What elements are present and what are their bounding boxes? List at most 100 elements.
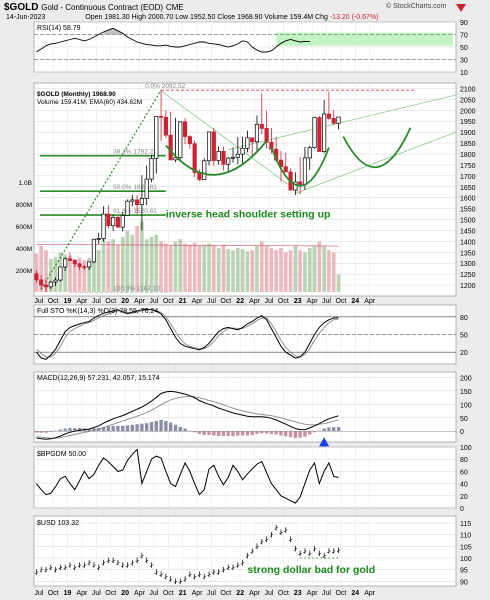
macd-histogram-bar — [336, 427, 341, 432]
macd-histogram-bar — [106, 426, 111, 432]
volume-bar — [48, 259, 53, 292]
volume-bar — [68, 255, 72, 292]
candle-body — [125, 200, 130, 216]
undefined-tick-label: 150 — [460, 389, 472, 396]
sto-panel-tick-label: 50 — [460, 333, 468, 340]
low-value: 1952.50 — [190, 14, 216, 21]
volume-bar — [322, 245, 326, 292]
volume-bar — [221, 244, 226, 292]
volume-bar — [178, 239, 183, 292]
x-axis-label: Apr — [192, 298, 204, 305]
fib-label: 0.0% 2092.52 — [145, 83, 186, 90]
volume-bar — [250, 250, 255, 292]
volume-bar — [149, 237, 154, 292]
x-axis-label: 20 — [121, 298, 129, 305]
volume-bar — [92, 245, 96, 292]
uptrend-dotted-line — [40, 89, 162, 290]
x-axis-label: Oct — [48, 298, 59, 305]
candle-body — [312, 117, 317, 149]
x-axis-label: Apr — [249, 298, 261, 305]
macd-histogram-bar — [231, 431, 235, 437]
rsi-panel-tick-label: 10 — [460, 70, 468, 77]
undefined-tick-label: 100 — [460, 556, 472, 563]
macd-histogram-bar — [322, 428, 326, 432]
macd-histogram-bar — [164, 421, 168, 432]
volume-bar — [130, 234, 135, 292]
x-axis-label: Jul — [207, 298, 216, 305]
macd-histogram-bar — [216, 431, 221, 437]
macd-histogram-bar — [173, 424, 178, 432]
volume-bar — [331, 252, 336, 292]
close-value: 1968.90 — [237, 14, 263, 21]
rsi-line — [36, 27, 310, 53]
x-axis-label: Jul — [265, 298, 274, 305]
macd-histogram-bar — [87, 428, 91, 432]
x-axis-label: Jul — [207, 590, 216, 597]
macd-histogram-bar — [68, 428, 72, 432]
x-axis-label: 24 — [351, 590, 359, 597]
x-axis-label: Oct — [278, 298, 289, 305]
volume-bar — [164, 243, 168, 292]
price-panel-tick-label: 1200 — [460, 283, 476, 290]
macd-histogram-bar — [332, 427, 336, 432]
x-axis-label: Apr — [134, 298, 146, 305]
macd-histogram-bar — [130, 424, 134, 432]
exchange: CME — [165, 3, 184, 12]
macd-histogram-bar — [264, 431, 269, 434]
macd-line — [36, 390, 339, 440]
candle-body — [96, 238, 101, 240]
volume-bar — [327, 250, 331, 292]
undefined-tick-label: 20 — [460, 494, 468, 501]
price-panel-tick-label: 1300 — [460, 261, 476, 268]
volume-bar — [192, 242, 197, 292]
macd-histogram-bar — [202, 431, 206, 435]
price-panel-tick-label: 2100 — [460, 86, 476, 93]
sto-k-line — [36, 308, 339, 360]
price-panel-tick-label: 1400 — [460, 239, 476, 246]
volume-bar — [87, 257, 91, 292]
undefined-background — [33, 515, 457, 587]
x-axis-label: Oct — [335, 590, 346, 597]
volume-bar — [226, 249, 231, 292]
candle-body — [178, 121, 183, 159]
price-panel-tick-label: 1500 — [460, 218, 476, 225]
price-panel-tick-label: 1350 — [460, 250, 476, 257]
macd-histogram-bar — [34, 431, 39, 433]
left-shoulder-arc — [165, 140, 268, 176]
x-axis-label: Apr — [77, 298, 89, 305]
x-axis-label: 21 — [179, 298, 187, 305]
macd-histogram-bar — [111, 425, 115, 432]
candle-body — [120, 215, 125, 228]
rsi-highlight-box — [276, 32, 453, 46]
rsi-panel-tick-label: 50 — [460, 45, 468, 52]
high-label: High — [131, 14, 147, 21]
macd-title: MACD(12,26,9) 57.231, 42.057, 15.174 — [37, 375, 160, 382]
volume-bar — [202, 244, 207, 292]
volume-bar — [106, 241, 111, 292]
x-axis-label: Apr — [364, 298, 376, 305]
symbol: $GOLD — [4, 2, 39, 13]
volume-label: Volume — [264, 14, 288, 21]
macd-signal-line — [36, 395, 339, 439]
candle-body — [82, 266, 87, 269]
candle-body — [283, 166, 288, 173]
macd-histogram-bar — [125, 425, 130, 432]
x-axis-label: Apr — [134, 590, 146, 597]
undefined-tick-label: 100 — [460, 402, 472, 409]
candle-body — [39, 279, 44, 286]
macd-histogram-bar — [39, 431, 43, 433]
candle-body — [264, 128, 269, 143]
macd-histogram-bar — [293, 431, 298, 438]
macd-histogram-bar — [269, 431, 274, 434]
candle-body — [235, 153, 240, 158]
candle-body — [187, 136, 192, 145]
macd-histogram-bar — [298, 431, 302, 438]
macd-histogram-bar — [327, 427, 331, 432]
candle-body — [317, 117, 322, 152]
x-axis-label: Apr — [77, 590, 89, 597]
volume-bar — [307, 248, 312, 292]
undefined-tick-label: 0 — [460, 429, 464, 436]
candle-body — [221, 151, 226, 165]
macd-histogram-bar — [260, 431, 264, 434]
